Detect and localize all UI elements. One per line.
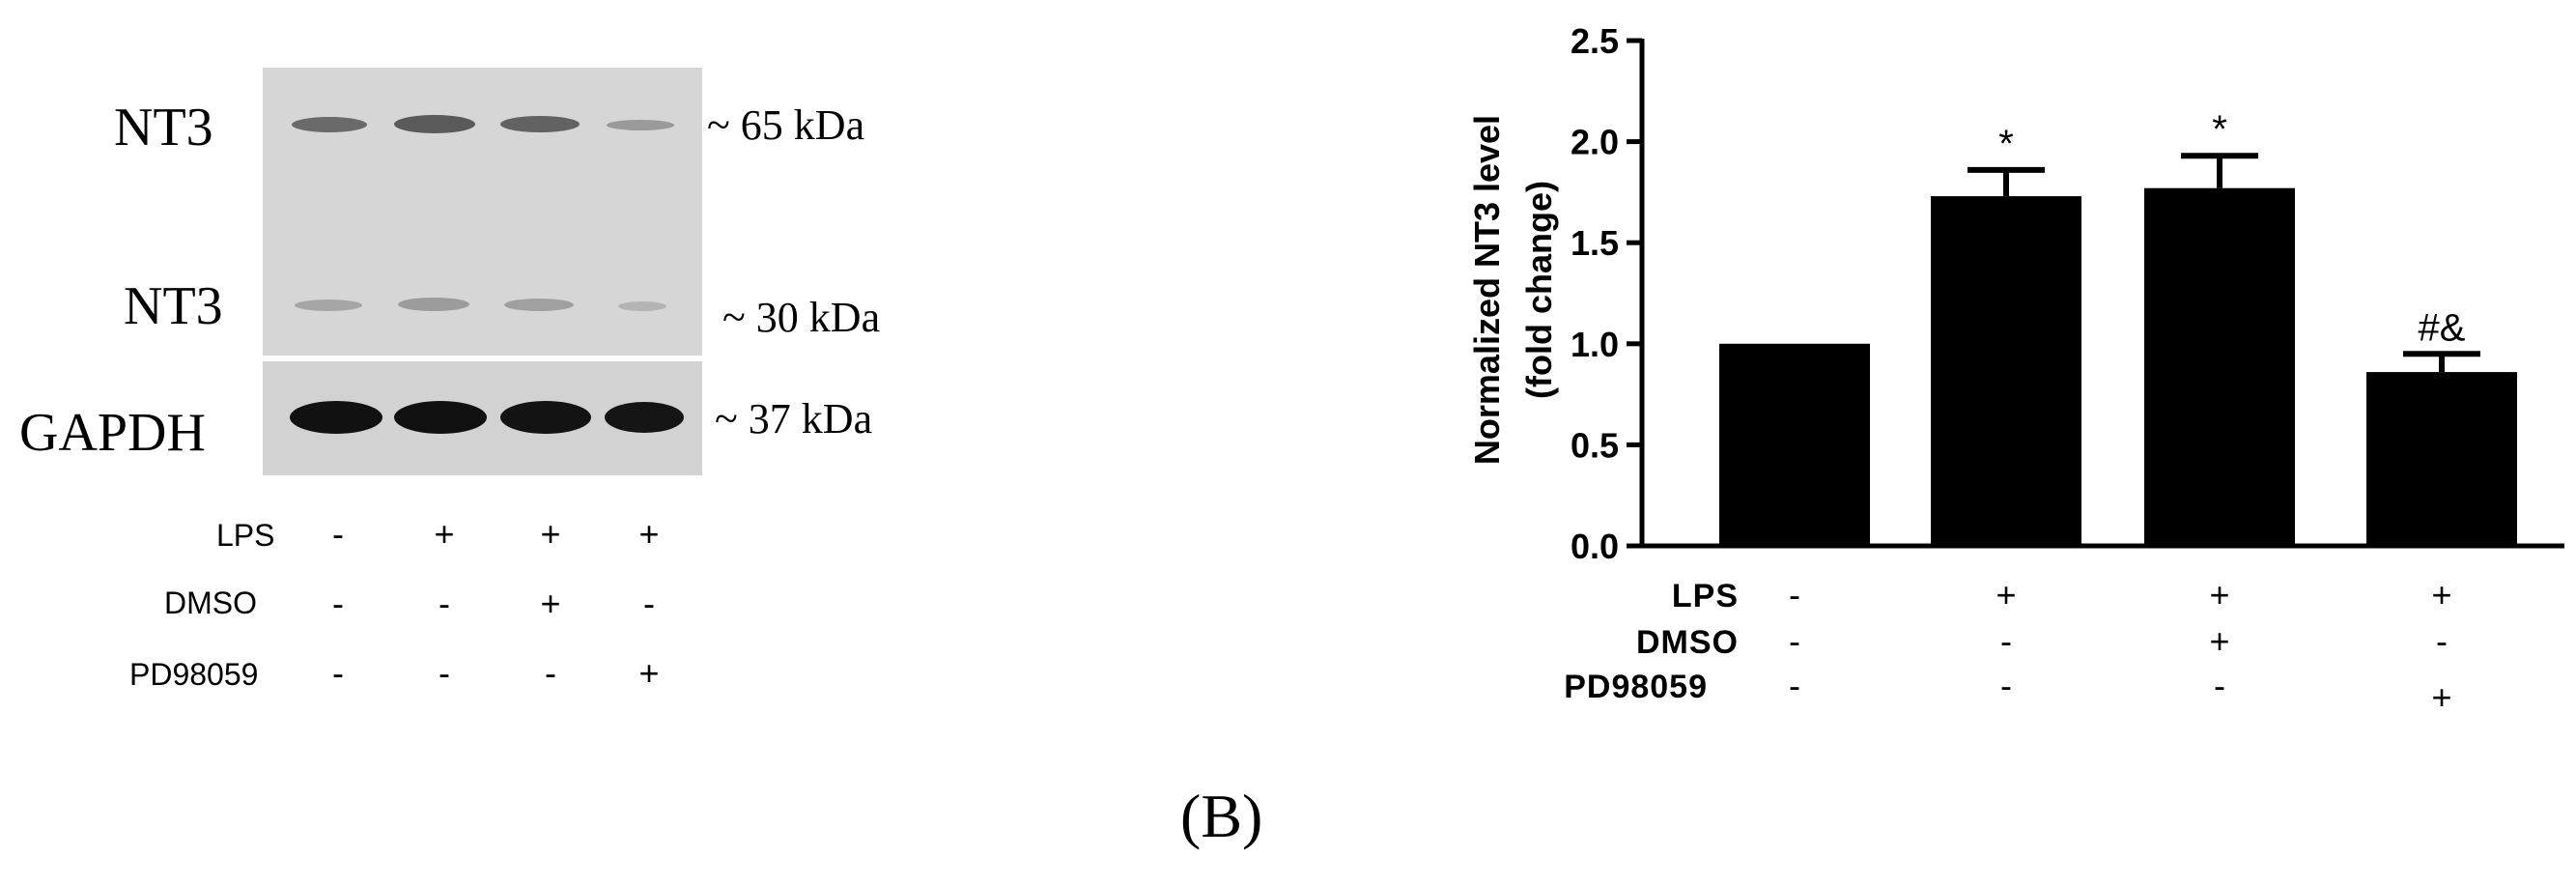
blot-cond-lps-3: + <box>540 514 561 554</box>
chart-condition-symbol: + <box>2431 677 2451 717</box>
blot-cond-pd98059-4: + <box>638 653 660 693</box>
marker-37-kda: ~ 37 kDa <box>715 395 873 442</box>
blot-cond-dmso-2: - <box>439 584 450 623</box>
chart-condition-label: LPS <box>1672 578 1739 614</box>
nt3-65-band-3 <box>500 116 580 132</box>
marker-65-kda: ~ 65 kDa <box>707 101 865 149</box>
blot-cond-dmso-4: - <box>643 584 655 623</box>
significance-marker: * <box>2212 108 2227 151</box>
y-tick-label: 2.0 <box>1571 123 1619 162</box>
blot-row-label-gapdh: GAPDH <box>19 403 206 463</box>
blot-cond-pd98059-1: - <box>332 653 344 693</box>
nt3-65-band-1 <box>292 117 367 132</box>
y-tick-label: 1.0 <box>1571 325 1619 364</box>
blot-cond-label-pd98059: PD98059 <box>129 657 259 692</box>
bar <box>1719 343 1870 546</box>
significance-marker: #& <box>2419 306 2466 349</box>
chart-condition-symbol: - <box>2436 621 2448 661</box>
y-axis-label: (fold change) <box>1519 181 1559 399</box>
marker-30-kda: ~ 30 kDa <box>722 294 881 341</box>
y-tick-label: 1.5 <box>1571 223 1619 263</box>
bar <box>2144 187 2295 546</box>
nt3-30-band-1 <box>295 300 362 311</box>
blot-row-label-nt3-30: NT3 <box>124 276 223 336</box>
blot-row-label-nt3-65: NT3 <box>114 98 213 157</box>
nt3-65-band-4 <box>607 120 674 130</box>
chart-condition-label: DMSO <box>1636 624 1739 661</box>
bar <box>2366 372 2517 546</box>
blot-cond-dmso-3: + <box>540 584 561 623</box>
y-tick-label: 0.5 <box>1571 425 1619 465</box>
chart-condition-symbol: - <box>2000 621 2012 661</box>
chart-condition-symbol: - <box>2000 666 2012 705</box>
nt3-30-band-2 <box>398 298 469 311</box>
chart-condition-symbol: - <box>1789 621 1800 661</box>
blot-cond-dmso-1: - <box>332 584 344 623</box>
nt3-30-band-3 <box>504 299 574 311</box>
chart-condition-symbol: + <box>2209 575 2229 614</box>
chart-condition-label: PD98059 <box>1564 669 1708 705</box>
chart-condition-symbol: - <box>1789 575 1800 614</box>
y-tick-label: 2.5 <box>1571 21 1619 61</box>
chart-condition-symbol: + <box>2431 575 2451 614</box>
gapdh-band-2 <box>394 401 487 434</box>
blot-cond-pd98059-2: - <box>439 653 450 693</box>
bar <box>1931 196 2081 547</box>
y-axis-label: Normalized NT3 level <box>1467 115 1507 465</box>
gapdh-band-3 <box>500 401 591 434</box>
blot-cond-lps-1: - <box>332 514 344 554</box>
blot-cond-label-lps: LPS <box>216 518 275 553</box>
gapdh-band-4 <box>605 402 684 433</box>
chart-condition-symbol: + <box>1996 575 2016 614</box>
nt3-30-band-4 <box>618 301 666 311</box>
nt3-65-band-2 <box>394 115 475 133</box>
chart-condition-symbol: - <box>2214 666 2225 705</box>
panel-label: (B) <box>1180 782 1263 850</box>
chart-condition-symbol: - <box>1789 666 1800 705</box>
gapdh-band-1 <box>290 401 382 434</box>
blot-cond-pd98059-3: - <box>545 653 556 693</box>
blot-cond-lps-4: + <box>638 514 660 554</box>
chart-condition-symbol: + <box>2209 621 2229 661</box>
significance-marker: * <box>1998 123 2014 165</box>
blot-cond-lps-2: + <box>434 514 455 554</box>
y-tick-label: 0.0 <box>1571 527 1619 566</box>
blot-cond-label-dmso: DMSO <box>164 585 257 620</box>
